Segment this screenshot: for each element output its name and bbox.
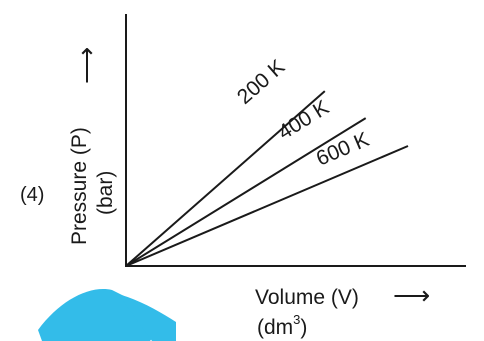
y-axis-arrow: ⟶ — [71, 47, 101, 84]
x-axis-title: Volume (V) — [255, 286, 359, 309]
isotherm-label-1: 400 K — [274, 96, 333, 144]
y-axis-title: Pressure (P) — [68, 127, 91, 245]
x-axis-arrow: ⟶ — [393, 280, 430, 310]
option-label: (4) — [20, 184, 44, 206]
y-axis-arrow-group: ⟶ — [71, 47, 101, 84]
x-axis-unit-base: (dm — [257, 316, 293, 339]
y-axis-label: Pressure (P) — [68, 127, 91, 245]
watermark-logo — [38, 289, 176, 341]
y-axis-unit-group: (bar) — [94, 171, 117, 215]
x-axis-unit-sup: 3 — [293, 312, 300, 327]
isotherm-line-1 — [125, 117, 367, 267]
isotherm-line-2 — [125, 145, 409, 267]
y-axis-unit: (bar) — [94, 171, 117, 215]
x-axis-unit-close: ) — [300, 316, 307, 339]
x-axis-unit: (dm3) — [257, 312, 307, 339]
isotherm-label-0: 200 K — [233, 55, 289, 109]
isotherm-line-0 — [125, 90, 326, 267]
